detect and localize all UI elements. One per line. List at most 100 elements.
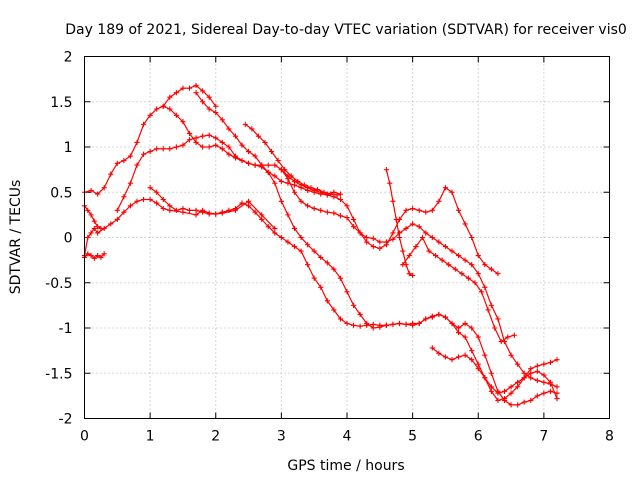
- data-point: [390, 236, 396, 242]
- data-point: [334, 192, 340, 198]
- data-point: [475, 334, 481, 340]
- data-point: [324, 298, 330, 304]
- data-point: [134, 198, 140, 204]
- y-tick-label: 2: [64, 50, 73, 66]
- data-point: [528, 375, 534, 381]
- data-point: [475, 253, 481, 259]
- data-point: [285, 239, 291, 245]
- y-tick-label: -1: [59, 321, 73, 337]
- data-point: [206, 94, 212, 100]
- data-point: [278, 234, 284, 241]
- grid: [84, 56, 610, 419]
- series-line: [116, 134, 558, 388]
- data-point: [186, 130, 193, 137]
- data-point: [121, 194, 127, 200]
- data-point: [291, 189, 298, 195]
- data-point: [239, 142, 245, 148]
- data-point: [127, 153, 134, 159]
- data-point: [465, 275, 472, 281]
- data-point: [193, 139, 199, 146]
- chart-title: Day 189 of 2021, Sidereal Day-to-day VTE…: [65, 22, 627, 38]
- data-point: [298, 182, 304, 188]
- data-point: [249, 126, 255, 132]
- data-point: [311, 187, 317, 194]
- data-point: [436, 198, 442, 204]
- y-tick-label: 1.5: [50, 95, 72, 111]
- data-point: [416, 320, 422, 327]
- data-point: [495, 271, 501, 277]
- data-point: [344, 214, 350, 221]
- data-point: [180, 85, 186, 91]
- series-line: [402, 236, 515, 343]
- data-point: [337, 316, 344, 322]
- data-point: [344, 320, 350, 327]
- series-line: [84, 205, 102, 229]
- data-point: [311, 205, 317, 212]
- data-point: [200, 133, 206, 139]
- data-point: [528, 366, 534, 372]
- data-point: [498, 338, 504, 345]
- data-point: [311, 275, 317, 281]
- x-tick-label: 4: [343, 429, 352, 445]
- data-point: [213, 135, 219, 141]
- data-point: [410, 205, 416, 212]
- data-point: [285, 180, 291, 186]
- data-point: [91, 255, 97, 261]
- series-arc-4: [81, 203, 104, 232]
- data-point: [442, 354, 449, 360]
- data-point: [262, 139, 268, 146]
- data-point: [423, 230, 429, 236]
- data-point: [521, 375, 527, 381]
- data-point: [173, 207, 179, 213]
- data-point: [259, 212, 265, 218]
- data-point: [455, 207, 462, 213]
- series-line: [385, 169, 413, 277]
- data-point: [377, 324, 383, 330]
- data-point: [154, 146, 160, 152]
- data-point: [488, 302, 494, 308]
- data-point: [318, 254, 324, 261]
- data-point: [515, 384, 521, 390]
- data-point: [534, 377, 540, 384]
- data-point: [410, 272, 416, 279]
- data-point: [91, 225, 97, 232]
- data-point: [193, 207, 199, 213]
- data-point: [331, 307, 337, 313]
- data-point: [91, 218, 97, 224]
- data-point: [541, 361, 547, 367]
- data-point: [455, 354, 462, 360]
- data-point: [357, 311, 363, 318]
- data-point: [541, 390, 547, 396]
- series-arc-11: [383, 167, 416, 279]
- series-layer: [81, 82, 560, 408]
- x-tick-label: 8: [605, 429, 614, 445]
- data-point: [449, 248, 455, 254]
- data-point: [419, 234, 426, 241]
- data-point: [410, 221, 416, 227]
- data-point: [200, 99, 206, 105]
- data-point: [268, 148, 275, 155]
- data-point: [432, 253, 439, 259]
- data-point: [403, 321, 409, 327]
- data-point: [180, 142, 186, 148]
- data-point: [449, 320, 455, 327]
- data-point: [219, 146, 225, 152]
- y-tick-label: -2: [59, 412, 73, 428]
- series-arc-10: [278, 167, 501, 277]
- data-point: [140, 121, 147, 127]
- data-point: [200, 209, 206, 215]
- data-point: [377, 245, 383, 251]
- data-point: [482, 352, 488, 358]
- data-point: [390, 198, 396, 204]
- data-point: [403, 225, 409, 232]
- data-point: [439, 257, 445, 263]
- data-point: [206, 132, 212, 138]
- data-point: [515, 379, 521, 385]
- data-point: [403, 207, 409, 213]
- data-point: [413, 243, 419, 250]
- data-point: [541, 372, 547, 378]
- tick-labels: 0 1 2 3 4 5 6 7 8 -2 -1.5 -1 -0.5 0 0.5 1 1.5 2: [45, 50, 614, 445]
- data-point: [305, 242, 311, 248]
- data-point: [534, 368, 540, 375]
- data-point: [462, 257, 468, 263]
